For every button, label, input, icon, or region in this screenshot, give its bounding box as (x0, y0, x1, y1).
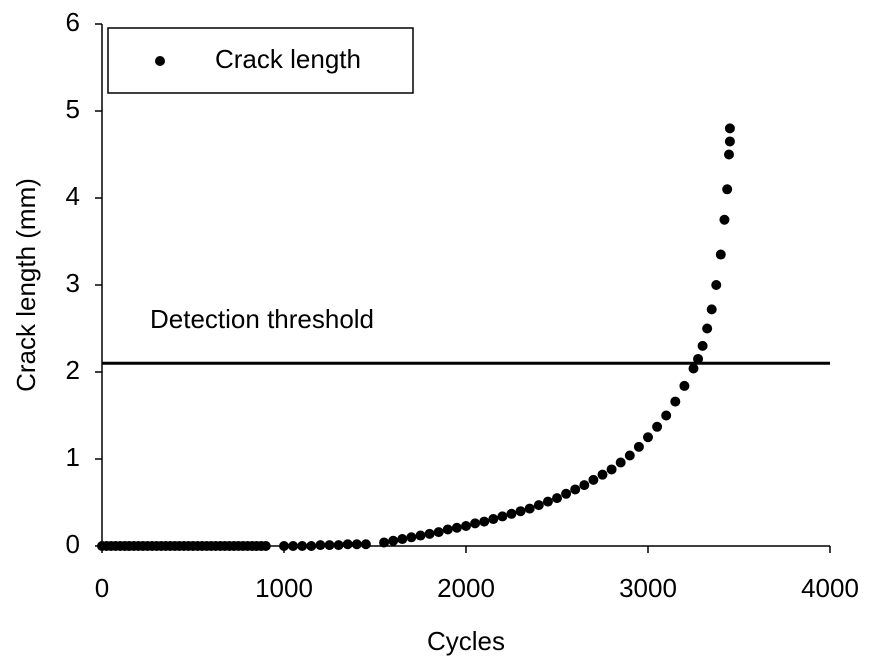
point (606, 464, 617, 475)
point (306, 541, 317, 551)
point (688, 363, 699, 374)
y-tick-label: 6 (66, 7, 80, 37)
point (542, 496, 553, 507)
x-tick-label: 0 (95, 573, 109, 603)
point (415, 530, 426, 541)
point (451, 522, 462, 533)
legend-marker (155, 56, 165, 66)
point (333, 540, 344, 551)
point (297, 541, 308, 551)
point (324, 540, 335, 551)
point (497, 511, 508, 522)
point (424, 528, 435, 539)
point (506, 508, 517, 519)
point (719, 214, 730, 225)
point (597, 469, 608, 480)
point (693, 353, 704, 364)
point (533, 500, 544, 511)
point (615, 457, 626, 468)
y-tick-label: 1 (66, 442, 80, 472)
point (342, 539, 353, 550)
x-axis-label: Cycles (427, 626, 505, 656)
point (524, 503, 535, 514)
point (722, 184, 733, 195)
point (624, 450, 635, 461)
point (670, 396, 681, 407)
point (715, 249, 726, 260)
point (552, 493, 562, 504)
point (260, 541, 271, 551)
point (561, 488, 572, 499)
point (279, 541, 289, 551)
point (702, 323, 713, 334)
point (442, 524, 453, 535)
point (643, 432, 653, 443)
point (723, 149, 734, 160)
point (433, 527, 444, 538)
x-tick-label: 1000 (255, 573, 313, 603)
x-tick-label: 4000 (801, 573, 859, 603)
point (288, 541, 299, 551)
point (588, 474, 599, 485)
point (351, 539, 362, 550)
point (633, 441, 644, 452)
point (461, 520, 471, 531)
y-tick-label: 0 (66, 529, 80, 559)
point (661, 410, 672, 421)
point (406, 532, 417, 543)
point (470, 518, 481, 529)
point (724, 123, 735, 134)
threshold-label: Detection threshold (150, 304, 374, 334)
y-tick-label: 5 (66, 94, 80, 124)
point (397, 534, 408, 545)
y-tick-label: 4 (66, 181, 80, 211)
point (488, 514, 499, 525)
x-tick-label: 3000 (619, 573, 677, 603)
point (570, 484, 581, 495)
point (315, 540, 326, 551)
y-tick-label: 2 (66, 355, 80, 385)
point (479, 516, 490, 527)
y-axis-label: Crack length (mm) (11, 178, 41, 392)
point (724, 136, 735, 147)
point (379, 537, 390, 548)
point (388, 535, 399, 546)
point (579, 480, 590, 491)
x-tick-label: 2000 (437, 573, 495, 603)
point (697, 340, 708, 351)
point (515, 506, 526, 517)
point (711, 280, 722, 290)
point (706, 304, 717, 315)
point (360, 539, 371, 550)
y-tick-label: 3 (66, 268, 80, 298)
legend-label: Crack length (215, 44, 361, 74)
point (679, 380, 690, 391)
point (652, 421, 663, 432)
